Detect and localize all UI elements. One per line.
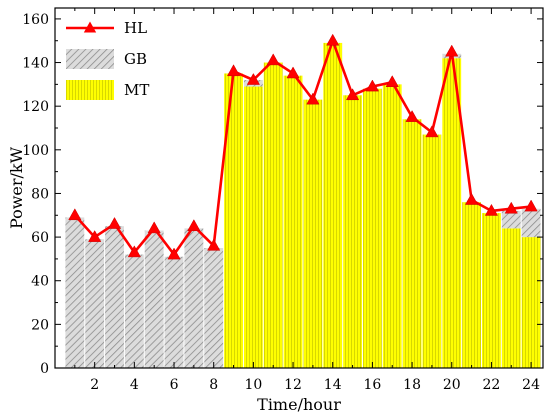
mt-bar-17 xyxy=(382,84,402,368)
hl-marker-16 xyxy=(365,79,379,92)
gb-bar-23 xyxy=(501,210,521,229)
x-tick-label-10: 10 xyxy=(244,377,262,393)
plot-frame xyxy=(54,7,544,369)
mt-bar-14 xyxy=(323,42,343,369)
x-tick-label-20: 20 xyxy=(443,377,461,393)
hl-marker-22 xyxy=(484,203,499,216)
y-tick-label-80: 80 xyxy=(31,186,49,202)
legend-mt-label: MT xyxy=(124,81,149,99)
x-axis-title: Time/hour xyxy=(257,395,341,414)
mt-bar-20 xyxy=(442,58,462,368)
hl-marker-23 xyxy=(504,201,518,214)
mt-bar-11 xyxy=(263,62,283,368)
legend: HL GB MT xyxy=(66,19,149,100)
hl-marker-1 xyxy=(68,208,82,221)
x-tick-label-16: 16 xyxy=(363,377,381,393)
x-tick-label-2: 2 xyxy=(90,377,99,393)
mt-bar-12 xyxy=(283,75,303,369)
legend-gb-swatch xyxy=(66,49,114,69)
hl-marker-20 xyxy=(445,44,459,57)
gb-bar-5 xyxy=(144,230,164,368)
x-tick-label-18: 18 xyxy=(403,377,421,393)
hl-marker-6 xyxy=(167,247,181,260)
mt-bar-24 xyxy=(521,237,541,368)
mt-bar-15 xyxy=(343,95,362,368)
x-tick-label-14: 14 xyxy=(324,377,342,393)
hl-marker-18 xyxy=(405,110,419,122)
gb-bar-24 xyxy=(521,208,541,238)
x-tick-label-8: 8 xyxy=(209,377,218,393)
hl-marker-8 xyxy=(207,238,221,251)
y-axis-title: Power/kW xyxy=(7,146,26,229)
mt-bar-23 xyxy=(501,228,521,368)
hl-marker-19 xyxy=(425,125,439,138)
y-tick-label-40: 40 xyxy=(31,274,49,290)
hl-marker-12 xyxy=(286,66,300,79)
x-tick-label-6: 6 xyxy=(170,377,179,393)
hl-marker-9 xyxy=(226,64,241,77)
bars-layer xyxy=(65,42,541,369)
y-tick-label-20: 20 xyxy=(31,317,49,333)
hl-marker-24 xyxy=(524,199,538,212)
mt-bar-22 xyxy=(482,213,501,368)
hl-marker-10 xyxy=(246,72,260,85)
y-tick-label-100: 100 xyxy=(22,143,49,159)
hl-marker-14 xyxy=(326,33,340,46)
y-tick-label-0: 0 xyxy=(40,361,49,377)
x-tick-label-24: 24 xyxy=(522,377,540,393)
legend-gb-label: GB xyxy=(124,50,147,68)
y-tick-label-140: 140 xyxy=(22,56,49,72)
hl-marker-21 xyxy=(464,192,479,205)
hl-marker-13 xyxy=(306,92,320,105)
mt-bar-19 xyxy=(422,134,442,368)
hl-marker-17 xyxy=(385,75,399,87)
mt-bar-10 xyxy=(243,86,263,368)
hl-marker-7 xyxy=(187,219,201,231)
x-tick-label-12: 12 xyxy=(284,377,302,393)
hl-marker-4 xyxy=(127,245,141,258)
gb-bar-7 xyxy=(184,228,204,368)
mt-bar-9 xyxy=(224,73,243,369)
hl-marker-2 xyxy=(88,230,102,242)
legend-hl-label: HL xyxy=(124,19,147,37)
gb-bar-4 xyxy=(124,254,144,368)
gb-bar-2 xyxy=(85,239,105,368)
hl-marker-5 xyxy=(147,221,161,234)
legend-mt-swatch xyxy=(66,80,114,100)
gb-bar-8 xyxy=(204,248,224,368)
y-tick-label-120: 120 xyxy=(22,99,49,115)
y-tick-label-160: 160 xyxy=(22,12,49,28)
x-tick-label-22: 22 xyxy=(483,377,501,393)
hl-marker-3 xyxy=(107,216,122,229)
mt-bar-18 xyxy=(402,119,422,368)
gb-bar-6 xyxy=(164,256,184,368)
x-tick-label-4: 4 xyxy=(130,377,139,393)
gb-bar-3 xyxy=(105,226,124,368)
y-tick-label-60: 60 xyxy=(31,230,49,246)
hl-marker-11 xyxy=(266,53,280,66)
mt-bar-16 xyxy=(362,88,382,369)
mt-bar-21 xyxy=(462,202,482,368)
hl-line-layer xyxy=(68,33,538,260)
legend-hl-marker xyxy=(83,21,97,33)
gb-bar-1 xyxy=(65,217,85,368)
hl-marker-15 xyxy=(345,88,360,101)
mt-bar-13 xyxy=(303,99,323,369)
